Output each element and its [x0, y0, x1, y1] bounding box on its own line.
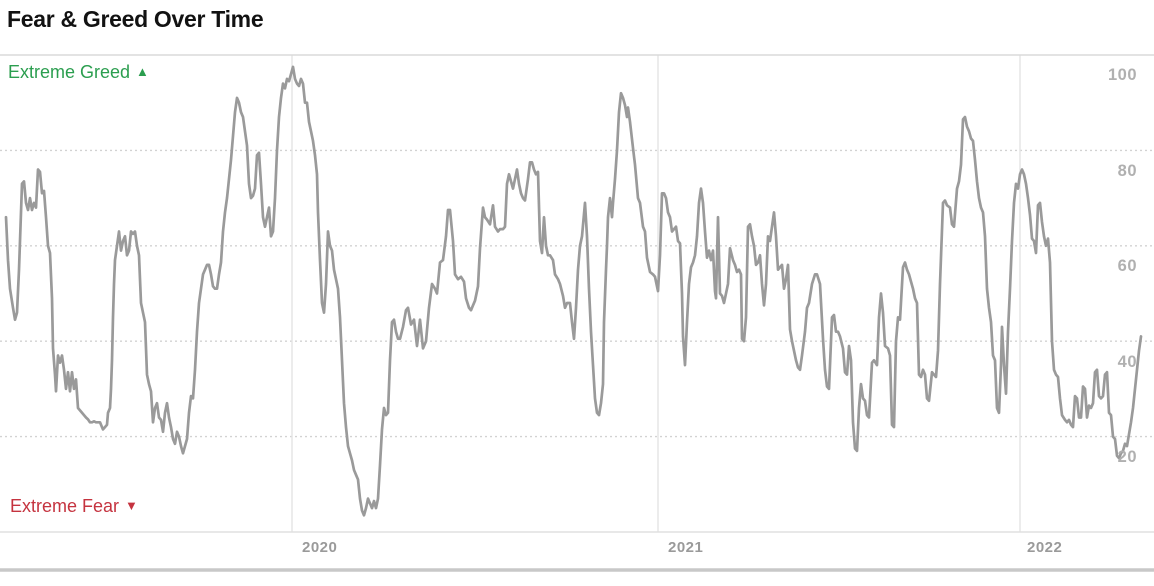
extreme-fear-label: Extreme Fear	[10, 496, 120, 516]
y-axis-tick-60: 60	[1117, 257, 1137, 275]
y-axis-tick-40: 40	[1117, 353, 1137, 371]
page-title: Fear & Greed Over Time	[7, 6, 264, 32]
x-axis-tick-2020: 2020	[302, 539, 338, 556]
x-axis-tick-2022: 2022	[1027, 539, 1063, 556]
extreme-greed-label: Extreme Greed	[8, 62, 131, 82]
y-axis-tick-20: 20	[1117, 448, 1137, 466]
x-axis-tick-2021: 2021	[668, 539, 704, 556]
fear-greed-series-line	[4, 65, 1143, 517]
extreme-greed-annotation: Extreme Greed ▲	[8, 62, 149, 83]
up-triangle-icon: ▲	[136, 64, 149, 79]
down-triangle-icon: ▼	[125, 498, 138, 513]
y-axis-tick-100: 100	[1107, 66, 1137, 84]
extreme-fear-annotation: Extreme Fear ▼	[10, 496, 138, 517]
y-axis-tick-80: 80	[1117, 162, 1137, 180]
